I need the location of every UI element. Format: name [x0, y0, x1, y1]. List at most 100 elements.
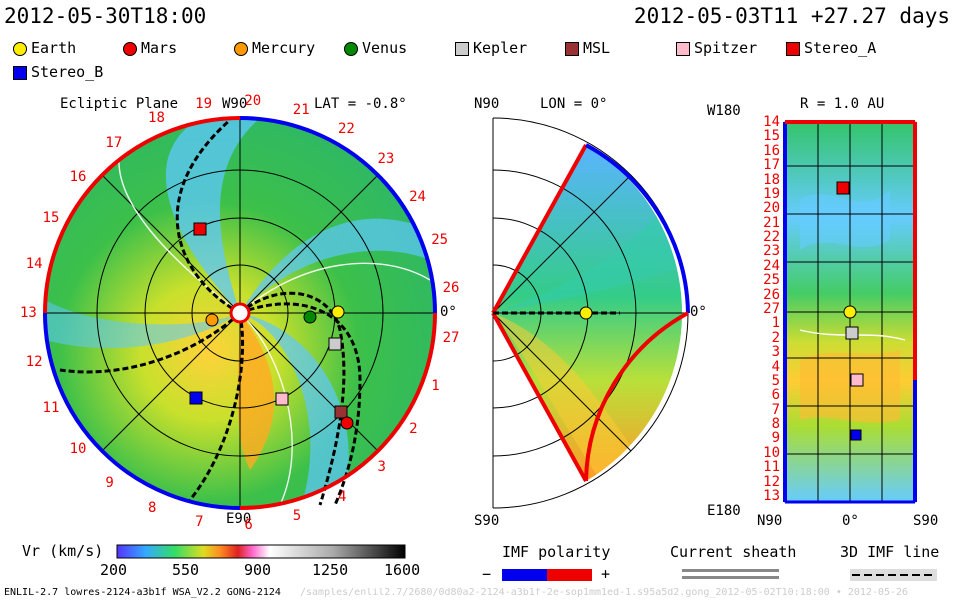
latlon-bottom-left-label: E180: [707, 503, 741, 519]
legend-earth: Earth: [31, 39, 77, 57]
latlon-x-tick: N90: [757, 513, 783, 529]
latlon-y-tick: 3: [771, 344, 780, 361]
rotation-number: 4: [338, 488, 347, 505]
latlon-y-tick: 8: [771, 416, 780, 433]
latlon-y-tick: 6: [771, 387, 780, 404]
run-info: 2012-05-03T11 +27.27 days: [633, 4, 950, 28]
footer-model: ENLIL-2.7 lowres-2124-a3b1f WSA_V2.2 GON…: [4, 587, 281, 598]
colorbar-tick: 900: [244, 561, 272, 579]
longitude-label: LON = 0°: [540, 96, 608, 112]
kepler-marker-icon: [455, 42, 469, 56]
latlon-y-tick: 9: [771, 430, 780, 447]
meridional-right-label: 0°: [690, 304, 707, 320]
latlon-y-tick: 16: [763, 142, 780, 159]
latlon-y-tick: 19: [763, 185, 780, 202]
latlon-y-tick: 18: [763, 171, 780, 188]
rotation-number: 8: [148, 499, 157, 516]
meridional-plane-panel: [491, 117, 690, 509]
rotation-number: 5: [292, 508, 302, 525]
rotation-number: 10: [69, 441, 87, 458]
rotation-number: 20: [244, 93, 262, 110]
legend-msl: MSL: [583, 39, 611, 57]
latlon-y-tick: 27: [763, 301, 780, 317]
latlon-y-tick: 22: [763, 229, 780, 246]
mars-marker-icon: [123, 42, 137, 56]
rotation-number: 7: [195, 513, 204, 530]
latlon-y-tick: 23: [763, 243, 780, 260]
mercury-marker-icon: [234, 42, 248, 56]
latlon-y-tick: 14: [763, 114, 780, 130]
rotation-number: 15: [42, 209, 60, 226]
latlon-y-tick: 7: [771, 401, 780, 418]
colorbar-tick: 200: [100, 561, 128, 579]
rotation-number: 26: [442, 280, 460, 297]
rotation-number: 2: [409, 421, 418, 438]
rotation-number: 17: [105, 134, 123, 151]
latlon-y-tick: 4: [771, 358, 780, 375]
imf-3d-title: 3D IMF line: [840, 543, 940, 561]
stereo-b-marker-icon: [13, 66, 27, 80]
latlon-y-tick: 12: [763, 473, 780, 490]
legend-stereo-b: Stereo_B: [31, 63, 104, 81]
latlon-y-tick: 26: [763, 286, 780, 303]
ecliptic-title: Ecliptic Plane: [60, 96, 179, 112]
legend-spitzer: Spitzer: [694, 39, 758, 57]
current-sheath-title: Current sheath: [670, 543, 797, 561]
rotation-number: 22: [338, 121, 355, 138]
colorbar-tick: 550: [172, 561, 200, 579]
colorbar-tick: 1600: [384, 561, 421, 579]
legend-mercury: Mercury: [252, 39, 316, 57]
rotation-number: 24: [409, 188, 426, 205]
venus-marker-icon: [344, 42, 358, 56]
latlon-y-tick: 1: [771, 315, 780, 332]
latlon-y-tick: 21: [763, 214, 780, 231]
legend-stereo-a: Stereo_A: [804, 39, 877, 57]
ecliptic-top-label: W90: [222, 96, 248, 112]
latlon-top-left-label: W180: [707, 103, 741, 119]
velocity-colorbar: [116, 544, 406, 559]
latlon-y-tick: 15: [763, 128, 780, 145]
rotation-number: 3: [377, 459, 386, 476]
rotation-number: 13: [20, 305, 37, 321]
latlon-y-tick: 17: [763, 157, 780, 174]
imf-polarity-title: IMF polarity: [502, 543, 611, 561]
colorbar-tick: 1250: [312, 561, 349, 579]
rotation-number: 1: [431, 377, 440, 394]
latlon-x-tick: S90: [913, 513, 939, 529]
polarity-minus: −: [482, 565, 492, 583]
rotation-number: 18: [148, 110, 165, 127]
rotation-number: 21: [292, 101, 310, 118]
latlon-y-tick: 2: [771, 329, 780, 346]
latlon-y-tick: 5: [771, 372, 780, 389]
rotation-number: 9: [105, 475, 114, 492]
meridional-bottom-label: S90: [474, 513, 500, 529]
latitude-label: LAT = -0.8°: [314, 96, 407, 112]
latlon-y-tick: 11: [763, 459, 780, 476]
latlon-y-tick: 24: [763, 257, 780, 274]
rotation-number: 12: [25, 353, 43, 370]
legend-kepler: Kepler: [473, 39, 528, 57]
lat-lon-panel: [783, 120, 917, 504]
rotation-number: 23: [377, 150, 395, 167]
stereo-a-marker-icon: [786, 42, 800, 56]
rotation-number: 11: [42, 400, 60, 417]
meridional-top-label: N90: [474, 96, 500, 112]
rotation-number: 16: [69, 168, 87, 185]
msl-marker-icon: [565, 42, 579, 56]
footer-path: /samples/enlil2.7/2680/0d80a2-2124-a3b1f…: [300, 588, 909, 598]
rotation-number: 27: [442, 329, 460, 346]
legend-venus: Venus: [362, 39, 408, 57]
rotation-number: 19: [195, 96, 213, 113]
rotation-number: 14: [25, 256, 43, 273]
latlon-x-tick: 0°: [842, 513, 859, 529]
latlon-y-tick: 13: [763, 488, 780, 504]
latlon-y-tick: 20: [763, 200, 780, 217]
rotation-number: 6: [244, 516, 253, 533]
timestamp: 2012-05-30T18:00: [4, 4, 207, 28]
ecliptic-plane-panel: [43, 116, 437, 510]
legend-mars: Mars: [141, 39, 178, 57]
rotation-number: 25: [431, 232, 449, 249]
ecliptic-right-label: 0°: [440, 304, 457, 320]
spitzer-marker-icon: [676, 42, 690, 56]
